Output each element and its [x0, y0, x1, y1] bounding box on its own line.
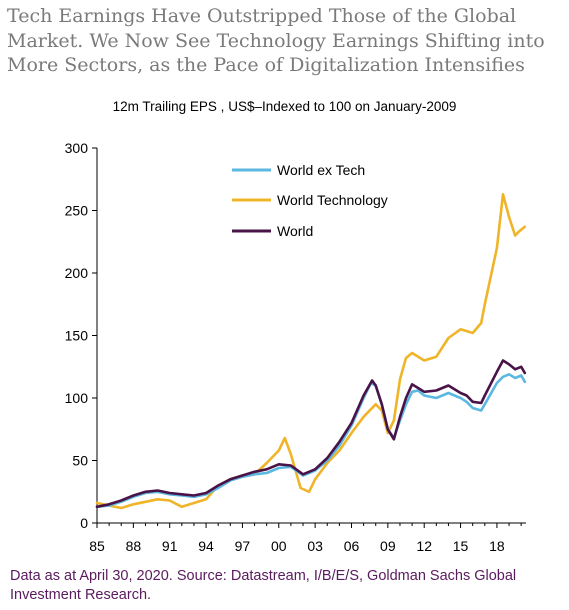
chart-subtitle: 12m Trailing EPS , US$–Indexed to 100 on… — [112, 99, 457, 114]
source-footnote: Data as at April 30, 2020. Source: Datas… — [10, 568, 517, 603]
series-line-world — [95, 359, 527, 509]
chart-axes: 0 50 100 150 200 250 300 85 88 91 94 97 00 03 06 09 12 15… — [65, 140, 526, 554]
x-tick-label: 06 — [344, 538, 360, 554]
legend-label: World ex Tech — [277, 162, 365, 178]
x-tick-label: 12 — [416, 538, 432, 554]
chart-title: Tech Earnings Have Outstripped Those of … — [7, 5, 545, 76]
x-tick-label: 18 — [489, 538, 505, 554]
y-tick-label: 200 — [65, 265, 89, 281]
y-tick-label: 0 — [80, 515, 88, 531]
x-tick-label: 09 — [380, 538, 396, 554]
line-chart: 0 50 100 150 200 250 300 85 88 91 94 97 00 03 06 09 12 15… — [65, 140, 527, 554]
y-tick-label: 300 — [65, 140, 89, 156]
y-tick-label: 150 — [65, 328, 89, 344]
x-tick-label: 88 — [126, 538, 142, 554]
series-line-world-technology — [95, 193, 527, 510]
chart-legend: World ex Tech World Technology World — [232, 162, 388, 239]
x-tick-label: 91 — [162, 538, 178, 554]
x-tick-label: 94 — [198, 538, 214, 554]
y-tick-label: 100 — [65, 390, 89, 406]
x-tick-label: 85 — [89, 538, 105, 554]
y-tick-label: 50 — [72, 453, 88, 469]
chart-series-lines — [95, 193, 527, 510]
x-tick-label: 00 — [271, 538, 287, 554]
legend-label: World — [277, 223, 313, 239]
x-tick-label: 97 — [235, 538, 251, 554]
x-tick-label: 03 — [307, 538, 323, 554]
y-tick-label: 250 — [65, 203, 89, 219]
legend-label: World Technology — [277, 192, 388, 208]
x-tick-label: 15 — [453, 538, 469, 554]
